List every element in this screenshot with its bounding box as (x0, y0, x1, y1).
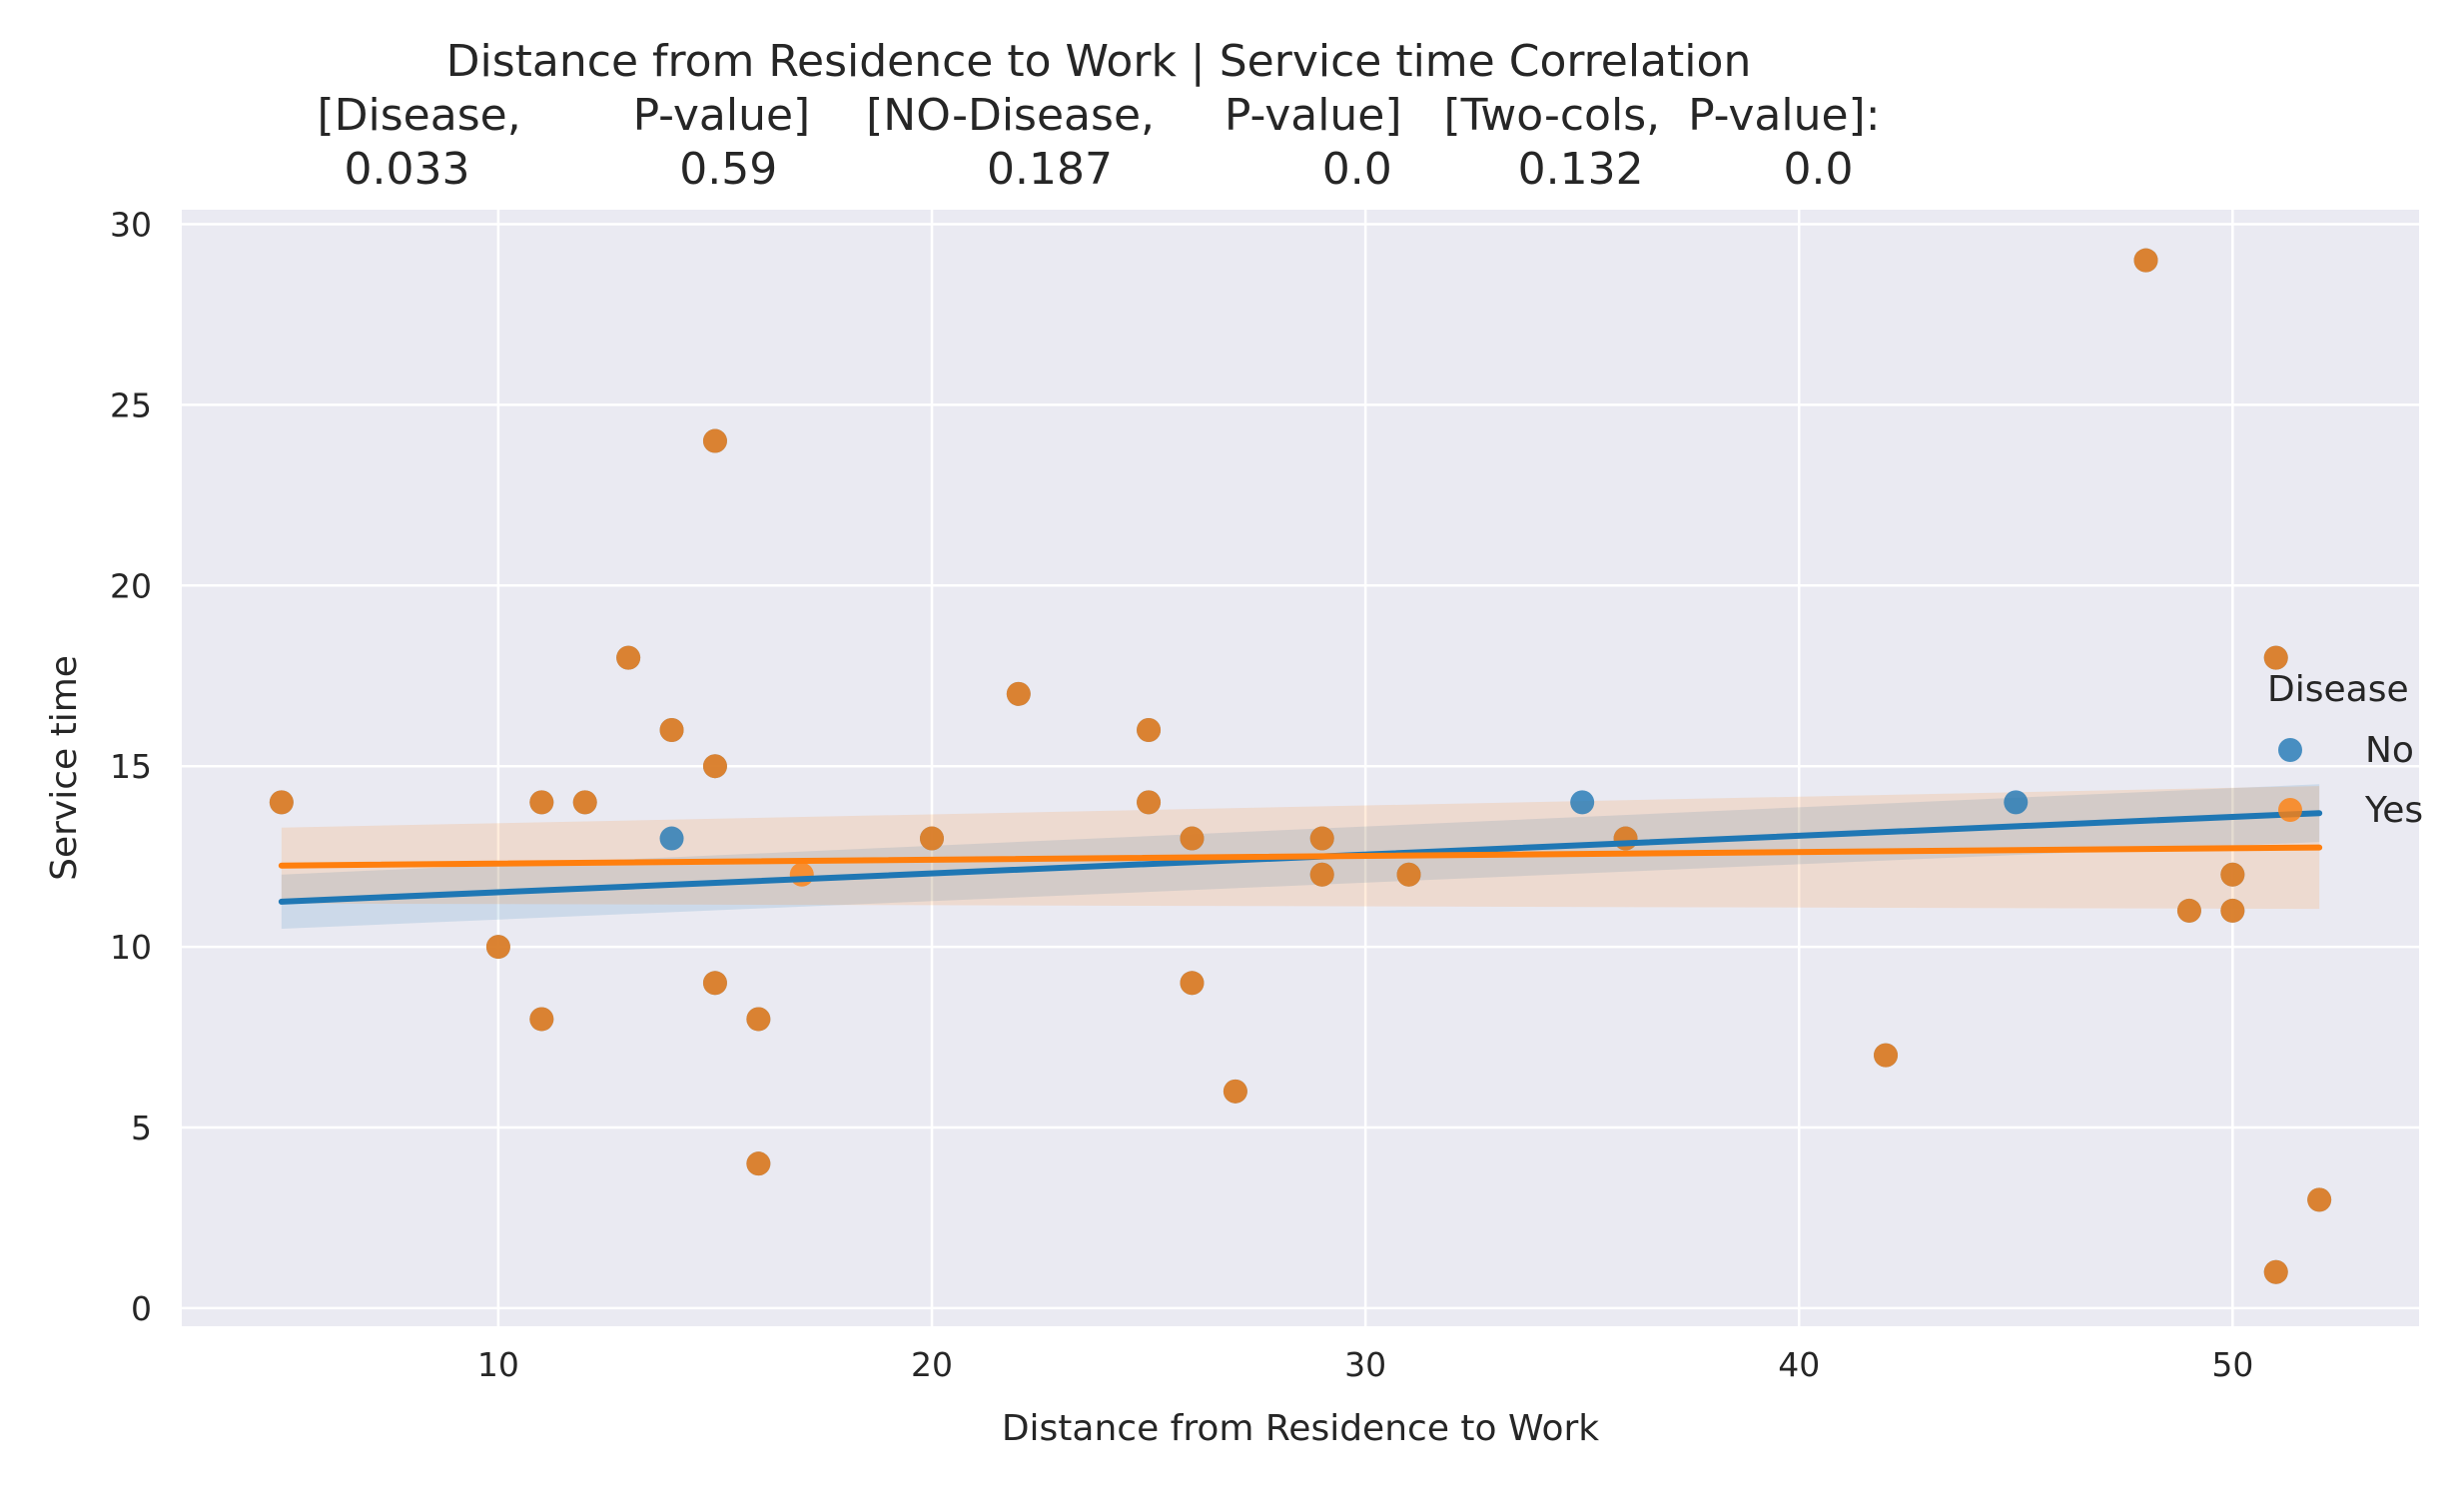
point-yes-23 (1613, 826, 1638, 851)
y-tick-label-25: 25 (110, 385, 152, 424)
x-tick-label-40: 40 (1778, 1345, 1820, 1384)
regression-lines (278, 810, 2323, 905)
point-yes-21 (1309, 862, 1334, 887)
point-yes-0 (269, 790, 294, 815)
point-yes-16 (1137, 790, 1162, 815)
point-no-23 (1570, 790, 1595, 815)
point-no-26 (2004, 790, 2029, 815)
x-tick-label-10: 10 (477, 1345, 519, 1384)
point-yes-29 (2263, 645, 2288, 670)
legend-label-no: No (2365, 730, 2414, 771)
tick-labels: 10 20 30 40 50 0 5 10 15 20 25 30 (110, 205, 2253, 1384)
chart-title: Distance from Residence to Work | Servic… (317, 36, 1880, 195)
point-yes-3 (529, 1007, 554, 1032)
y-tick-label-5: 5 (131, 1109, 152, 1147)
point-yes-6 (659, 718, 684, 743)
legend-label-yes: Yes (2364, 790, 2423, 831)
x-tick-label-20: 20 (911, 1345, 953, 1384)
point-yes-11 (746, 1151, 771, 1176)
point-yes-27 (2220, 862, 2245, 887)
point-no-7 (659, 826, 684, 851)
y-tick-label-15: 15 (110, 747, 152, 786)
point-yes-5 (616, 645, 641, 670)
point-yes-28 (2220, 898, 2245, 923)
point-yes-30 (2263, 1259, 2288, 1284)
title-line-2: [Disease, P-value] [NO-Disease, P-value]… (317, 90, 1880, 141)
point-yes-13 (920, 826, 945, 851)
point-yes-7 (702, 428, 727, 453)
y-tick-label-10: 10 (110, 928, 152, 967)
plot-area (182, 210, 2419, 1326)
point-yes-1 (485, 935, 510, 960)
legend: Disease No Yes (2267, 669, 2423, 831)
point-yes-31 (2307, 1187, 2332, 1212)
fit-line-yes (278, 844, 2323, 869)
point-yes-26 (2176, 898, 2201, 923)
point-yes-10 (746, 1007, 771, 1032)
point-yes-17 (1180, 826, 1205, 851)
legend-marker-no (2278, 738, 2302, 762)
point-yes-4 (572, 790, 597, 815)
point-yes-20 (1309, 826, 1334, 851)
point-yes-18 (1180, 971, 1205, 996)
point-yes-8 (702, 754, 727, 779)
title-line-1: Distance from Residence to Work | Servic… (446, 36, 1752, 87)
legend-title: Disease (2267, 669, 2409, 710)
y-tick-label-30: 30 (110, 205, 152, 244)
point-yes-14 (1006, 681, 1031, 706)
point-yes-15 (1137, 718, 1162, 743)
y-tick-label-0: 0 (131, 1289, 152, 1328)
grid (182, 210, 2419, 1326)
data-points (269, 248, 2332, 1284)
y-tick-label-20: 20 (110, 566, 152, 605)
x-tick-label-30: 30 (1344, 1345, 1386, 1384)
point-yes-2 (529, 790, 554, 815)
point-yes-22 (1396, 862, 1421, 887)
point-yes-24 (1874, 1043, 1899, 1068)
x-tick-label-50: 50 (2211, 1345, 2253, 1384)
point-yes-9 (702, 971, 727, 996)
title-line-3: 0.033 0.59 0.187 0.0 0.132 0.0 (345, 144, 1854, 195)
y-axis-label: Service time (44, 655, 85, 881)
point-yes-19 (1223, 1079, 1247, 1104)
legend-marker-yes (2278, 798, 2302, 822)
point-yes-12 (789, 862, 814, 887)
point-yes-25 (2133, 248, 2158, 273)
x-axis-label: Distance from Residence to Work (1002, 1408, 1599, 1449)
